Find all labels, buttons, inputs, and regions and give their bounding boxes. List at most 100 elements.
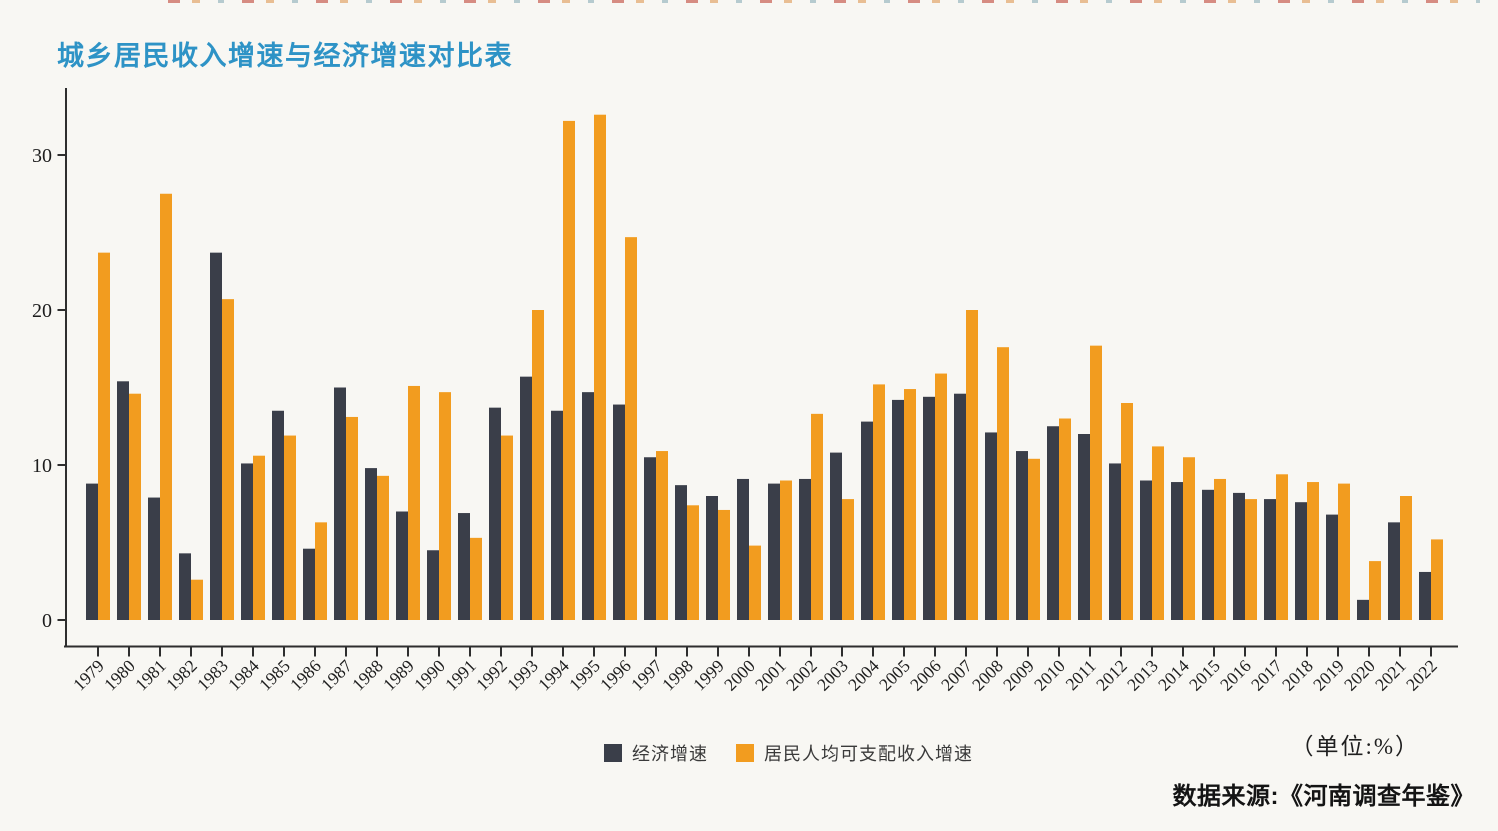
x-tick-label-1993: 1993 — [503, 656, 542, 695]
legend-swatch-economic-growth — [604, 744, 622, 762]
x-tick-label-2017: 2017 — [1247, 656, 1286, 695]
x-tick-label-2003: 2003 — [813, 656, 852, 695]
bar-economic-growth-2000 — [737, 478, 749, 620]
chart-title: 城乡居民收入增速与经济增速对比表 — [57, 41, 513, 71]
bar-income-growth-2020 — [1369, 561, 1381, 620]
x-tick-label-2018: 2018 — [1278, 656, 1317, 695]
y-tick-label-30: 30 — [32, 145, 52, 167]
bar-economic-growth-1996 — [613, 404, 625, 620]
y-tick-label-0: 0 — [42, 610, 52, 632]
x-tick-label-2007: 2007 — [937, 656, 976, 695]
bar-income-growth-2009 — [1028, 458, 1040, 620]
bar-economic-growth-2017 — [1264, 499, 1276, 620]
bar-income-growth-1999 — [718, 509, 730, 620]
bar-economic-growth-2003 — [830, 452, 842, 620]
x-tick-label-1987: 1987 — [317, 656, 356, 695]
bar-economic-growth-1984 — [241, 463, 253, 620]
bar-income-growth-1995 — [594, 114, 606, 620]
x-tick-label-1984: 1984 — [224, 656, 263, 695]
x-tick-label-1991: 1991 — [441, 656, 480, 695]
bar-economic-growth-2018 — [1295, 502, 1307, 620]
x-tick-label-1983: 1983 — [193, 656, 232, 695]
bar-economic-growth-1991 — [458, 513, 470, 620]
bar-income-growth-1984 — [253, 455, 265, 620]
bar-income-growth-2008 — [997, 347, 1009, 620]
bar-economic-growth-2022 — [1419, 571, 1431, 620]
x-tick-label-1981: 1981 — [131, 656, 170, 695]
bar-income-growth-1985 — [284, 435, 296, 620]
y-tick-label-20: 20 — [32, 300, 52, 322]
x-tick-label-1998: 1998 — [658, 656, 697, 695]
bar-income-growth-1986 — [315, 522, 327, 620]
cropped-print-artifact — [168, 0, 1480, 3]
x-tick-label-1989: 1989 — [379, 656, 418, 695]
bar-economic-growth-2008 — [985, 432, 997, 620]
bar-economic-growth-1979 — [86, 483, 98, 620]
bar-economic-growth-1989 — [396, 511, 408, 620]
bar-economic-growth-1988 — [365, 468, 377, 620]
x-tick-label-2011: 2011 — [1061, 656, 1099, 694]
legend-label-income-growth: 居民人均可支配收入增速 — [764, 744, 973, 764]
unit-label: （单位:%） — [1290, 734, 1420, 759]
bar-income-growth-2010 — [1059, 418, 1071, 620]
x-tick-label-1985: 1985 — [255, 656, 294, 695]
x-tick-label-2022: 2022 — [1402, 656, 1441, 695]
bar-economic-growth-2011 — [1078, 434, 1090, 620]
bar-income-growth-1990 — [439, 392, 451, 620]
bar-income-growth-2013 — [1152, 446, 1164, 620]
bar-income-growth-2021 — [1400, 496, 1412, 620]
bar-economic-growth-2004 — [861, 421, 873, 620]
bar-economic-growth-2015 — [1202, 489, 1214, 620]
bar-income-growth-2003 — [842, 499, 854, 620]
x-tick-label-2014: 2014 — [1154, 656, 1193, 695]
bar-income-growth-2006 — [935, 373, 947, 620]
x-tick-label-2021: 2021 — [1371, 656, 1410, 695]
bar-income-growth-1992 — [501, 435, 513, 620]
bar-income-growth-2001 — [780, 480, 792, 620]
bar-economic-growth-2014 — [1171, 482, 1183, 620]
bar-economic-growth-2020 — [1357, 599, 1369, 620]
bar-income-growth-2000 — [749, 545, 761, 620]
bar-income-growth-1979 — [98, 252, 110, 620]
x-tick-label-2012: 2012 — [1092, 656, 1131, 695]
bar-income-growth-2012 — [1121, 403, 1133, 620]
x-tick-label-1999: 1999 — [689, 656, 728, 695]
x-tick-label-1994: 1994 — [534, 656, 573, 695]
bar-economic-growth-1997 — [644, 457, 656, 620]
x-tick-label-1986: 1986 — [286, 656, 325, 695]
bar-economic-growth-1980 — [117, 381, 129, 620]
bar-income-growth-2015 — [1214, 478, 1226, 620]
y-tick-label-10: 10 — [32, 455, 52, 477]
legend-swatch-income-growth — [736, 744, 754, 762]
bar-economic-growth-1993 — [520, 376, 532, 620]
bar-economic-growth-1986 — [303, 548, 315, 620]
x-tick-label-2013: 2013 — [1123, 656, 1162, 695]
bar-economic-growth-1987 — [334, 387, 346, 620]
bar-income-growth-2019 — [1338, 483, 1350, 620]
bar-economic-growth-1998 — [675, 485, 687, 620]
x-tick-label-1990: 1990 — [410, 656, 449, 695]
x-tick-label-1997: 1997 — [627, 656, 666, 695]
bar-economic-growth-2007 — [954, 393, 966, 620]
source-label: 数据来源:《河南调查年鉴》 — [1172, 783, 1475, 810]
bar-income-growth-1983 — [222, 299, 234, 620]
bar-income-growth-1996 — [625, 237, 637, 620]
bar-income-growth-1980 — [129, 393, 141, 620]
x-tick-label-2002: 2002 — [782, 656, 821, 695]
bar-income-growth-2016 — [1245, 499, 1257, 620]
bar-income-growth-1987 — [346, 416, 358, 620]
x-tick-label-1996: 1996 — [596, 656, 635, 695]
bar-economic-growth-2019 — [1326, 514, 1338, 620]
bar-economic-growth-2010 — [1047, 426, 1059, 620]
bar-income-growth-2014 — [1183, 457, 1195, 620]
x-tick-label-2010: 2010 — [1030, 656, 1069, 695]
bar-income-growth-2004 — [873, 384, 885, 620]
bar-economic-growth-2005 — [892, 399, 904, 620]
bar-income-growth-2022 — [1431, 539, 1443, 620]
x-tick-label-2008: 2008 — [968, 656, 1007, 695]
legend-label-economic-growth: 经济增速 — [632, 744, 708, 764]
bar-economic-growth-1999 — [706, 496, 718, 620]
bar-income-growth-1997 — [656, 451, 668, 620]
x-tick-label-1982: 1982 — [162, 656, 201, 695]
